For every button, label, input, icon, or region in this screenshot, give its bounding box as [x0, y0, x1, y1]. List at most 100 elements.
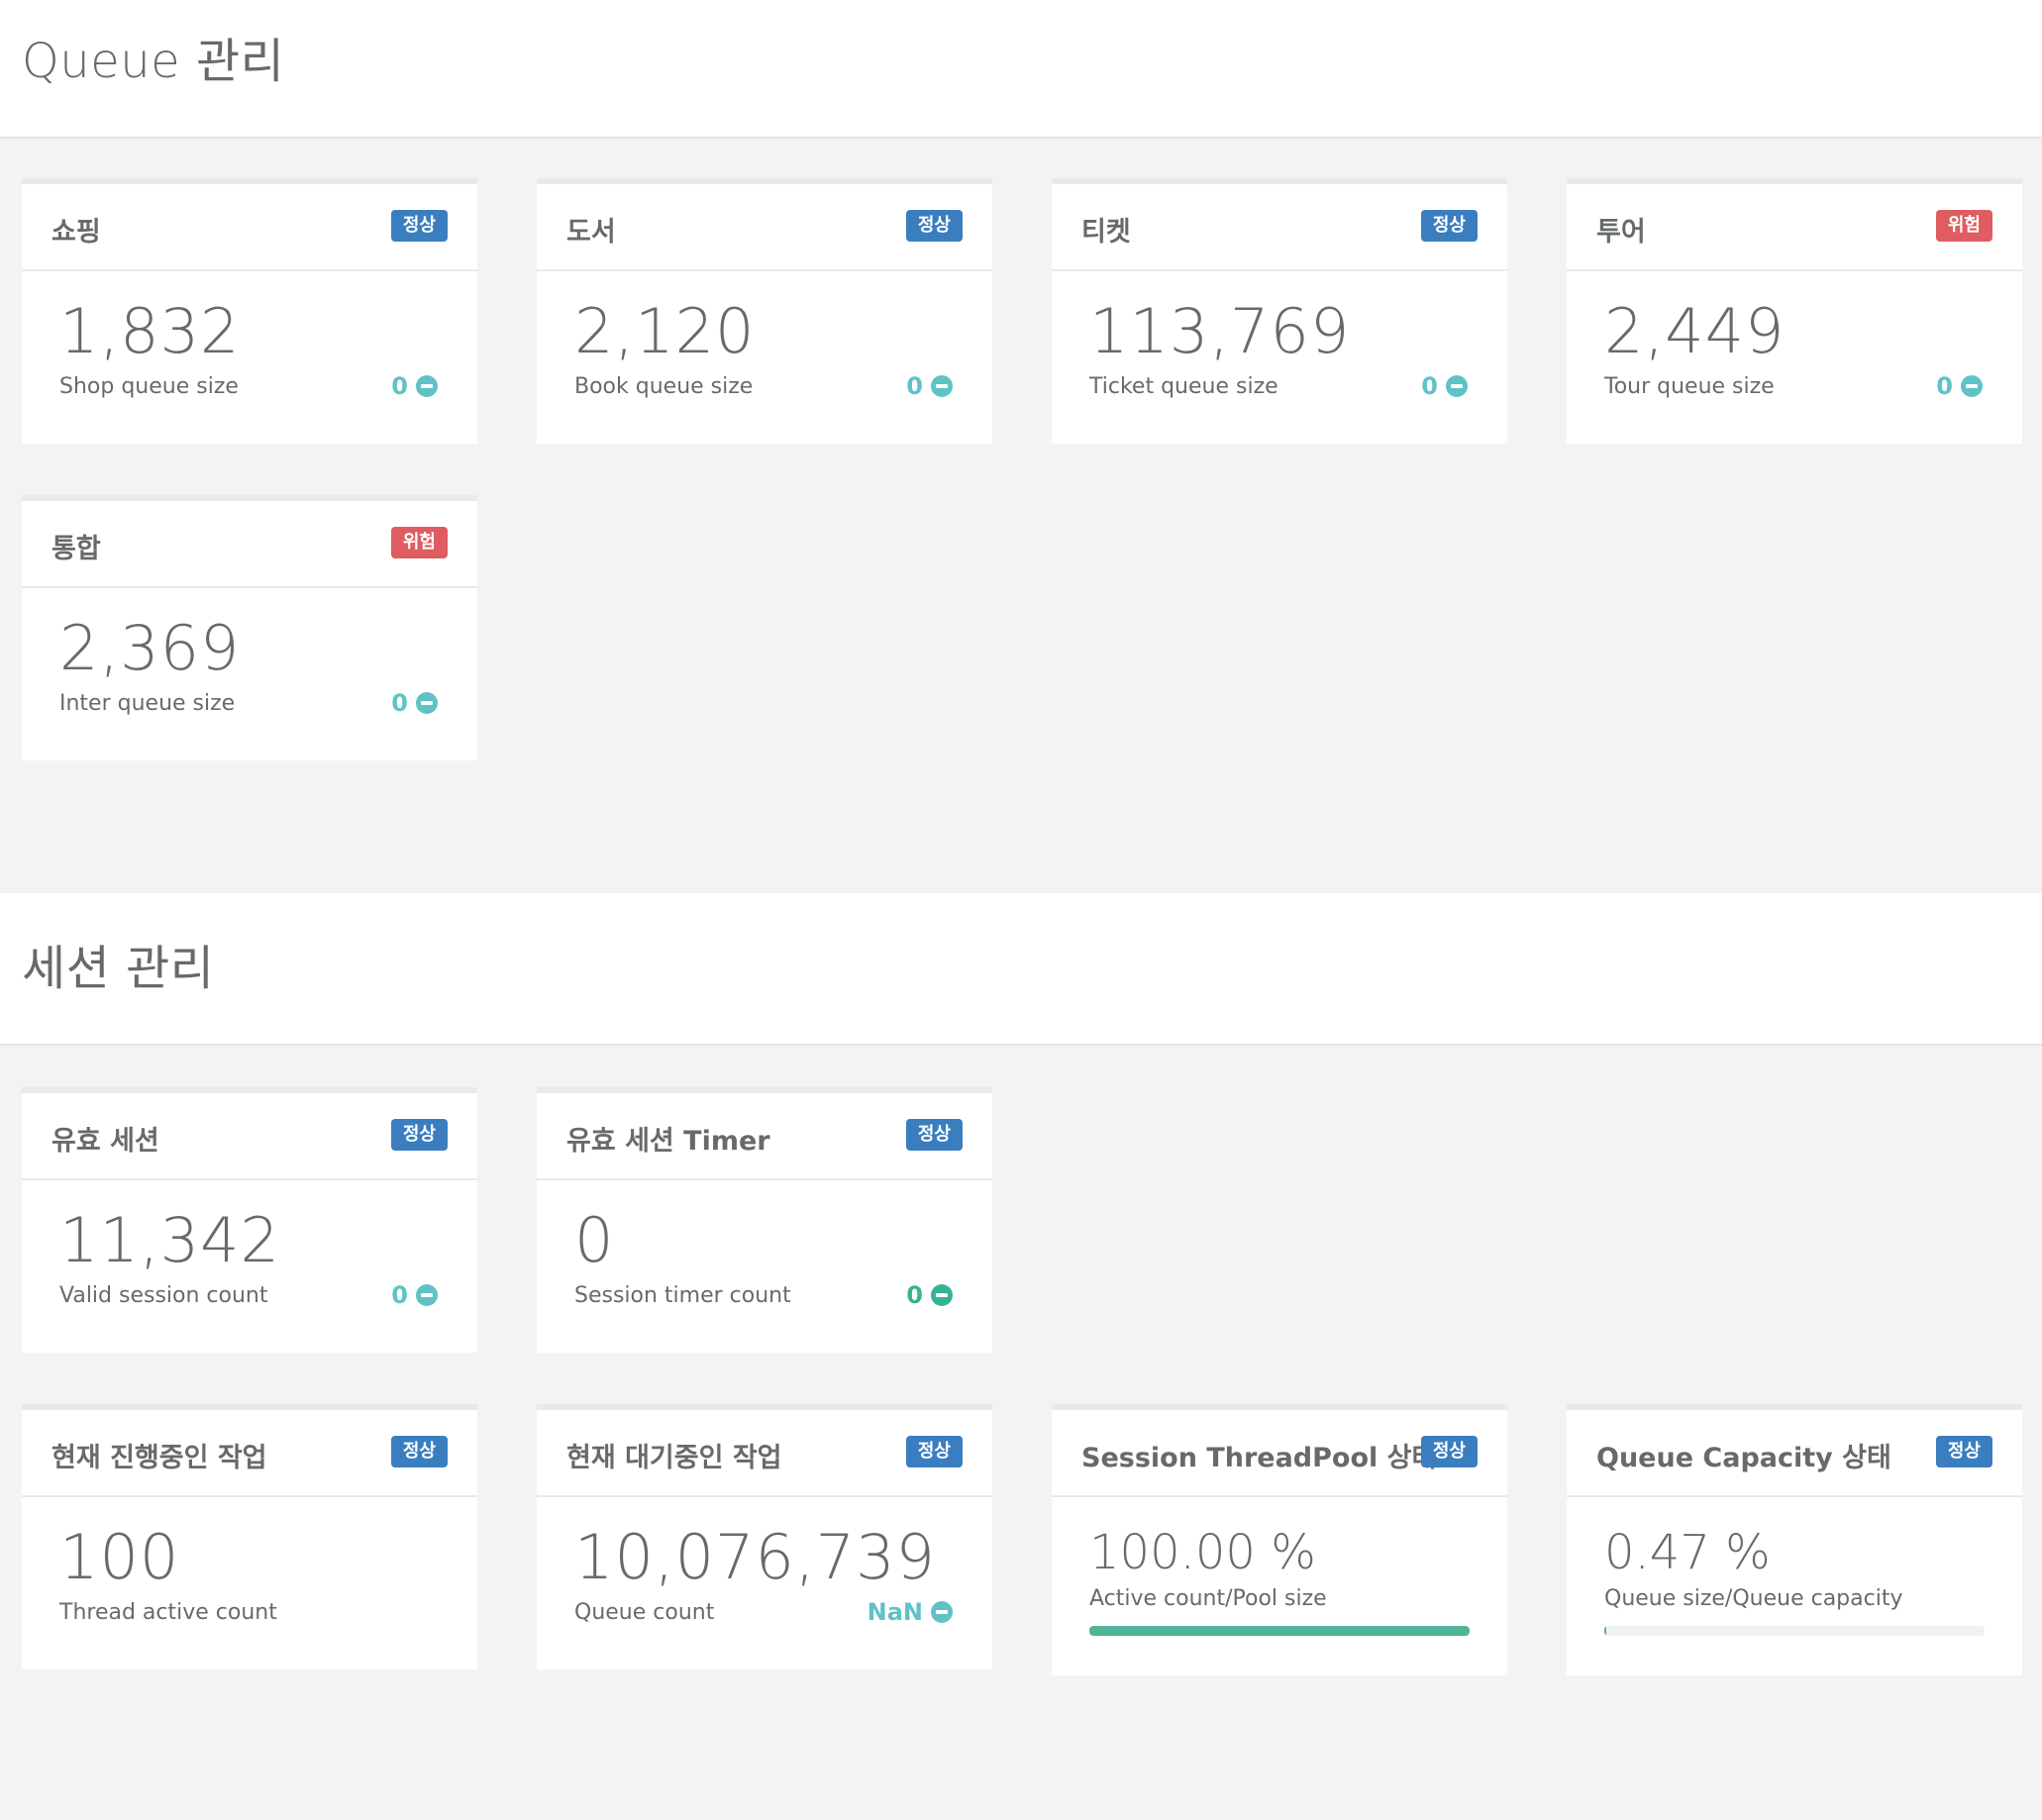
queue-card-inter: 통합 위험 2,369 Inter queue size 0 — [22, 495, 477, 760]
session-section-header: 세션 관리 — [0, 893, 2042, 1046]
card-header: 유효 세션 Timer 정상 — [537, 1093, 992, 1180]
session-card-queue-capacity: Queue Capacity 상태 정상 0.47 % Queue size/Q… — [1567, 1404, 2022, 1675]
session-card-timer: 유효 세션 Timer 정상 0 Session timer count 0 — [537, 1087, 992, 1353]
capacity-progress-bar — [1604, 1626, 1985, 1636]
queue-size-value: 2,449 — [1604, 295, 1786, 367]
delta-indicator: 0 — [391, 372, 438, 400]
capacity-percent-value: 0.47 % — [1604, 1525, 1771, 1580]
queue-size-value: 1,832 — [59, 295, 241, 367]
queue-size-label: Shop queue size — [59, 374, 239, 399]
delta-value: 0 — [906, 1281, 923, 1309]
delta-indicator: 0 — [1421, 372, 1468, 400]
card-header: Queue Capacity 상태 정상 — [1567, 1410, 2022, 1497]
session-card-valid-session: 유효 세션 정상 11,342 Valid session count 0 — [22, 1087, 477, 1353]
card-body: 2,120 Book queue size 0 — [537, 271, 992, 444]
card-header: 투어 위험 — [1567, 184, 2022, 271]
status-badge: 정상 — [905, 1436, 963, 1467]
queue-card-shop: 쇼핑 정상 1,832 Shop queue size 0 — [22, 178, 477, 444]
queue-card-book: 도서 정상 2,120 Book queue size 0 — [537, 178, 992, 444]
card-title: 통합 — [51, 534, 101, 564]
minus-circle-icon — [416, 375, 438, 397]
card-body: 10,076,739 Queue count NaN — [537, 1497, 992, 1669]
card-title: 현재 진행중인 작업 — [51, 1443, 267, 1473]
status-badge: 위험 — [390, 527, 448, 558]
card-body: 113,769 Ticket queue size 0 — [1052, 271, 1507, 444]
card-body: 0.47 % Queue size/Queue capacity — [1567, 1497, 2022, 1675]
queue-size-label: Ticket queue size — [1089, 374, 1278, 399]
queue-section-title: Queue 관리 — [22, 34, 285, 89]
session-card-threadpool: Session ThreadPool 상태 정상 100.00 % Active… — [1052, 1404, 1507, 1675]
queue-size-value: 2,369 — [59, 612, 241, 684]
delta-value: 0 — [391, 372, 408, 400]
minus-circle-icon — [931, 1601, 953, 1623]
queue-size-label: Book queue size — [574, 374, 754, 399]
delta-indicator: 0 — [1936, 372, 1983, 400]
queue-card-ticket: 티켓 정상 113,769 Ticket queue size 0 — [1052, 178, 1507, 444]
delta-value: 0 — [1936, 372, 1953, 400]
delta-indicator: 0 — [906, 1281, 953, 1309]
session-timer-label: Session timer count — [574, 1283, 791, 1308]
card-title: Queue Capacity 상태 — [1596, 1443, 1891, 1473]
queue-section-header: Queue 관리 — [0, 0, 2042, 139]
card-title: 현재 대기중인 작업 — [566, 1443, 782, 1473]
card-body: 0 Session timer count 0 — [537, 1180, 992, 1353]
delta-value: 0 — [391, 1281, 408, 1309]
queue-size-value: 2,120 — [574, 295, 756, 367]
threadpool-percent-label: Active count/Pool size — [1089, 1586, 1327, 1611]
card-header: 유효 세션 정상 — [22, 1093, 477, 1180]
progress-fill — [1604, 1626, 1606, 1636]
queue-size-label: Inter queue size — [59, 691, 236, 716]
card-body: 1,832 Shop queue size 0 — [22, 271, 477, 444]
card-title: 티켓 — [1081, 217, 1131, 248]
status-badge: 정상 — [1420, 1436, 1478, 1467]
card-header: 현재 대기중인 작업 정상 — [537, 1410, 992, 1497]
delta-value: NaN — [867, 1598, 923, 1626]
delta-indicator: NaN — [868, 1598, 953, 1626]
minus-circle-icon — [931, 1284, 953, 1306]
status-badge: 정상 — [390, 1119, 448, 1151]
queue-cards-area: 쇼핑 정상 1,832 Shop queue size 0 도서 정상 2,12… — [0, 139, 2042, 893]
delta-indicator: 0 — [391, 1281, 438, 1309]
threadpool-progress-bar — [1089, 1626, 1470, 1636]
card-title: 투어 — [1596, 217, 1646, 248]
minus-circle-icon — [1446, 375, 1468, 397]
card-title: 쇼핑 — [51, 217, 101, 248]
progress-fill — [1089, 1626, 1470, 1636]
card-title: 도서 — [566, 217, 616, 248]
card-header: 쇼핑 정상 — [22, 184, 477, 271]
queue-count-value: 10,076,739 — [574, 1521, 936, 1593]
threadpool-percent-value: 100.00 % — [1089, 1525, 1316, 1580]
thread-active-label: Thread active count — [59, 1600, 277, 1625]
card-body: 100.00 % Active count/Pool size — [1052, 1497, 1507, 1675]
status-badge: 정상 — [905, 1119, 963, 1151]
session-card-waiting-jobs: 현재 대기중인 작업 정상 10,076,739 Queue count NaN — [537, 1404, 992, 1669]
valid-session-label: Valid session count — [59, 1283, 268, 1308]
status-badge: 정상 — [1420, 210, 1478, 242]
card-title: 유효 세션 Timer — [566, 1126, 770, 1157]
card-body: 11,342 Valid session count 0 — [22, 1180, 477, 1353]
session-timer-value: 0 — [574, 1204, 615, 1276]
queue-size-value: 113,769 — [1089, 295, 1351, 367]
queue-count-label: Queue count — [574, 1600, 715, 1625]
card-header: 통합 위험 — [22, 501, 477, 588]
session-card-active-threads: 현재 진행중인 작업 정상 100 Thread active count — [22, 1404, 477, 1669]
queue-card-tour: 투어 위험 2,449 Tour queue size 0 — [1567, 178, 2022, 444]
delta-value: 0 — [906, 372, 923, 400]
session-cards-area: 유효 세션 정상 11,342 Valid session count 0 유효… — [0, 1046, 2042, 1820]
session-section-title: 세션 관리 — [22, 941, 215, 996]
status-badge: 정상 — [905, 210, 963, 242]
status-badge: 위험 — [1935, 210, 1992, 242]
minus-circle-icon — [416, 692, 438, 714]
minus-circle-icon — [931, 375, 953, 397]
status-badge: 정상 — [390, 1436, 448, 1467]
card-header: 현재 진행중인 작업 정상 — [22, 1410, 477, 1497]
card-header: 도서 정상 — [537, 184, 992, 271]
delta-value: 0 — [1421, 372, 1438, 400]
capacity-percent-label: Queue size/Queue capacity — [1604, 1586, 1903, 1611]
card-header: 티켓 정상 — [1052, 184, 1507, 271]
delta-indicator: 0 — [906, 372, 953, 400]
card-header: Session ThreadPool 상태 정상 — [1052, 1410, 1507, 1497]
card-title: 유효 세션 — [51, 1126, 159, 1157]
delta-value: 0 — [391, 689, 408, 717]
queue-size-label: Tour queue size — [1604, 374, 1775, 399]
